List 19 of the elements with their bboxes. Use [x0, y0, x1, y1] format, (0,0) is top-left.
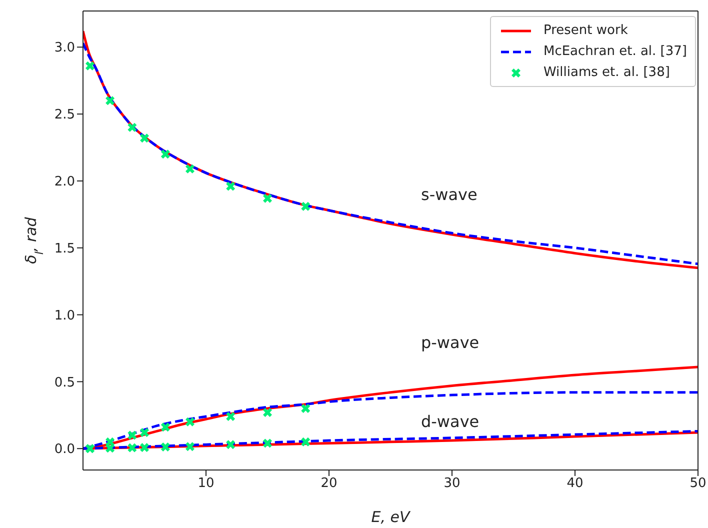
- y-tick-label: 1.0: [54, 308, 75, 324]
- y-tick-label: 2.0: [54, 174, 75, 190]
- x-tick-label: 20: [320, 476, 338, 492]
- y-tick-label: 2.5: [54, 108, 75, 123]
- annotation: p-wave: [421, 333, 480, 352]
- x-tick-label: 10: [198, 476, 214, 492]
- y-tick-label: 3.0: [54, 40, 75, 56]
- annotation: d-wave: [421, 412, 480, 431]
- x-tick-label: 50: [690, 476, 706, 492]
- legend-label: Present work: [543, 23, 628, 38]
- y-tick-label: 0.0: [54, 442, 75, 458]
- x-axis-title: E, eV: [371, 508, 412, 526]
- y-tick-label: 1.5: [54, 241, 75, 256]
- legend-label: Williams et. al. [38]: [543, 65, 670, 80]
- x-tick-label: 40: [566, 476, 584, 492]
- legend-label: McEachran et. al. [37]: [543, 44, 687, 59]
- annotation: s-wave: [421, 185, 478, 204]
- x-tick-label: 30: [444, 476, 460, 492]
- y-tick-label: 0.5: [54, 375, 75, 390]
